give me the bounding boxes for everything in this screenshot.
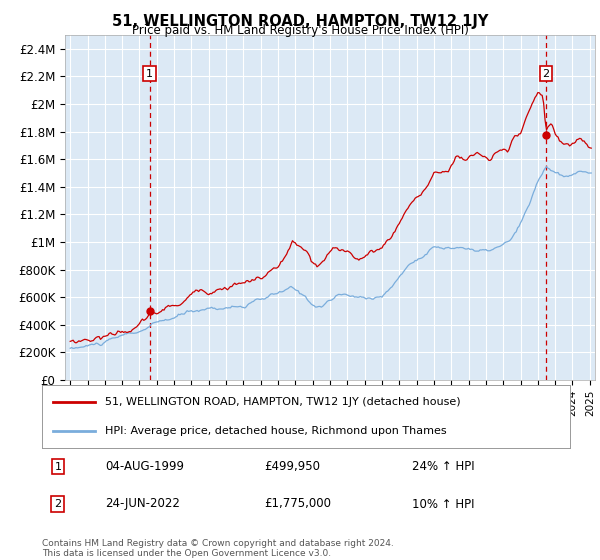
Text: 10% ↑ HPI: 10% ↑ HPI [412,497,474,511]
Text: £499,950: £499,950 [264,460,320,473]
Text: HPI: Average price, detached house, Richmond upon Thames: HPI: Average price, detached house, Rich… [106,426,447,436]
Text: 1: 1 [146,69,153,78]
Text: 51, WELLINGTON ROAD, HAMPTON, TW12 1JY (detached house): 51, WELLINGTON ROAD, HAMPTON, TW12 1JY (… [106,397,461,407]
Text: 2: 2 [542,69,550,78]
Text: 1: 1 [55,461,61,472]
Text: 2: 2 [54,499,61,509]
Text: 04-AUG-1999: 04-AUG-1999 [106,460,184,473]
Text: 24-JUN-2022: 24-JUN-2022 [106,497,180,511]
Text: 51, WELLINGTON ROAD, HAMPTON, TW12 1JY: 51, WELLINGTON ROAD, HAMPTON, TW12 1JY [112,14,488,29]
Text: £1,775,000: £1,775,000 [264,497,331,511]
Text: 24% ↑ HPI: 24% ↑ HPI [412,460,474,473]
Text: Contains HM Land Registry data © Crown copyright and database right 2024.
This d: Contains HM Land Registry data © Crown c… [42,539,394,558]
Text: Price paid vs. HM Land Registry's House Price Index (HPI): Price paid vs. HM Land Registry's House … [131,24,469,37]
